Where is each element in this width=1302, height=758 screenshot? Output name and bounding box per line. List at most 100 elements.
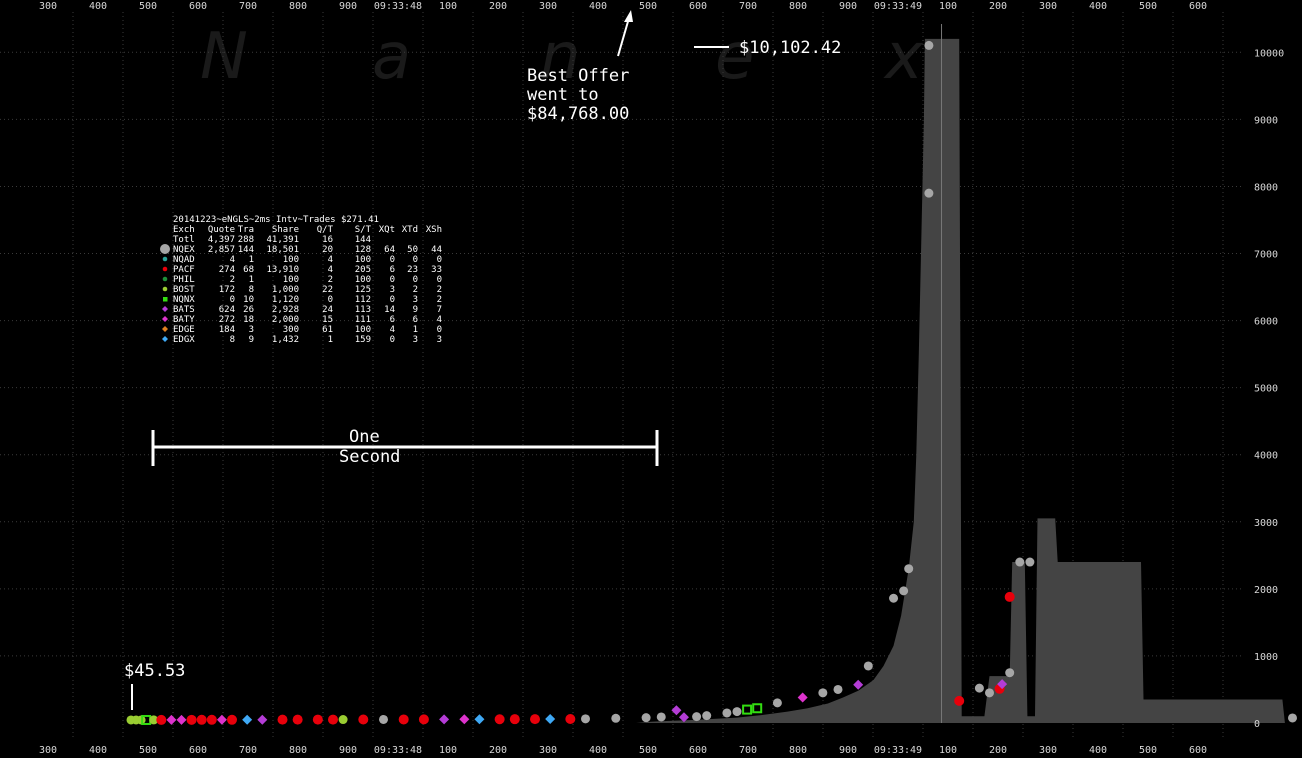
trade-marker-nqex — [1025, 557, 1035, 567]
summary-row-cell: 624 — [219, 305, 235, 315]
summary-row-cell: 1,120 — [272, 295, 299, 305]
trade-marker-bats — [439, 714, 450, 725]
summary-row-cell: 100 — [355, 255, 371, 265]
trade-marker-nqex — [732, 707, 742, 717]
y-tick-label: 0 — [1254, 719, 1260, 730]
summary-row-cell: 205 — [355, 265, 371, 275]
best-offer-label-line-3: $84,768.00 — [527, 104, 629, 124]
trade-marker-nqex — [1288, 713, 1297, 723]
watermark-letter-3: n — [540, 20, 581, 94]
summary-row-cell: 3 — [390, 285, 395, 295]
trade-marker-baty — [176, 714, 187, 725]
summary-header-cell: XTd — [402, 225, 418, 235]
trade-marker-baty — [797, 692, 808, 703]
trade-marker-pacf — [418, 714, 429, 725]
span-label-line-1: One — [349, 427, 380, 447]
best-offer-arrow-head — [624, 10, 633, 22]
trade-marker-bats — [671, 705, 682, 716]
summary-row-cell: 64 — [384, 245, 395, 255]
summary-header-cell: Share — [272, 225, 299, 235]
summary-row-cell: 13,910 — [266, 265, 299, 275]
x-tick-bottom-label: 300 — [1039, 745, 1057, 756]
summary-row-cell: 50 — [407, 245, 418, 255]
summary-row-marker — [162, 276, 168, 282]
x-tick-top-label: 900 — [839, 1, 857, 12]
trade-marker-nqex — [692, 712, 702, 722]
x-axis-bottom-ticks: 300 400 500 600 700 800 900 09:33:48 100 200 300 40… — [39, 745, 1207, 756]
summary-row-cell: 1,432 — [272, 335, 299, 345]
summary-row-cell: 100 — [355, 325, 371, 335]
x-tick-bottom-label: 700 — [739, 745, 757, 756]
trade-marker-nqex — [611, 713, 621, 723]
trade-marker-nqex — [833, 684, 843, 694]
summary-row-cell: 15 — [322, 315, 333, 325]
summary-row-cell: 144 — [355, 235, 371, 245]
y-axis-ticks: 0 1000 2000 3000 4000 5000 6000 7000 8000 9000 100… — [1254, 48, 1284, 730]
trade-marker-pacf — [1004, 591, 1015, 602]
trade-marker-nqex — [985, 688, 994, 698]
trade-marker-edgx — [242, 714, 253, 725]
best-offer-annotation: Best Offer went to $84,768.00 — [527, 10, 633, 124]
trade-marker-nqex — [641, 713, 651, 723]
trade-marker-pacf — [328, 714, 338, 725]
trade-marker-nqex — [974, 683, 984, 693]
summary-row-cell: 272 — [219, 315, 235, 325]
trade-marker-nqex — [772, 698, 782, 708]
x-tick-bottom-label: 300 — [39, 745, 57, 756]
summary-row-exchange: BOST — [173, 285, 195, 295]
trade-marker-pacf — [494, 714, 505, 725]
x-tick-bottom-label: 600 — [689, 745, 707, 756]
summary-row-cell: 0 — [390, 255, 395, 265]
trade-marker-pacf — [509, 714, 520, 725]
summary-row-cell: 68 — [243, 265, 254, 275]
summary-row-cell: 4 — [230, 255, 235, 265]
summary-row-cell: 23 — [407, 265, 418, 275]
x-tick-bottom-label: 400 — [589, 745, 607, 756]
summary-row-cell: 300 — [283, 325, 299, 335]
summary-row-marker — [162, 326, 168, 332]
summary-row-cell: 0 — [413, 255, 418, 265]
summary-row-cell: 113 — [355, 305, 371, 315]
trade-marker-nqnx — [742, 704, 753, 715]
summary-row-cell: 0 — [437, 325, 442, 335]
summary-row-cell: 33 — [431, 265, 442, 275]
summary-row-cell: 20 — [322, 245, 333, 255]
summary-row-cell: 1,000 — [272, 285, 299, 295]
x-tick-bottom-label: 700 — [239, 745, 257, 756]
trade-marker-nqex — [924, 188, 934, 198]
summary-row-cell: 3 — [413, 335, 418, 345]
summary-row-cell: 2,000 — [272, 315, 299, 325]
summary-row-marker — [162, 286, 168, 292]
summary-row-cell: 44 — [431, 245, 442, 255]
summary-row-cell: 0 — [390, 275, 395, 285]
trade-marker-pacf — [186, 714, 197, 725]
summary-row-cell: 9 — [413, 305, 418, 315]
x-tick-top-label: 200 — [489, 1, 507, 12]
summary-row-exchange: NQAD — [173, 255, 195, 265]
summary-row-cell: 41,391 — [266, 235, 299, 245]
y-tick-label: 3000 — [1254, 518, 1278, 529]
summary-row-cell: 1 — [249, 255, 254, 265]
y-tick-label: 7000 — [1254, 250, 1278, 261]
summary-row-cell: 7 — [437, 305, 442, 315]
summary-row-cell: 0 — [230, 295, 235, 305]
x-tick-bottom-label: 800 — [789, 745, 807, 756]
best-offer-label-line-2: went to — [527, 85, 599, 105]
x-tick-top-label: 400 — [1089, 1, 1107, 12]
trade-marker-nqex — [1005, 668, 1015, 678]
trade-marker-nqex — [889, 593, 899, 603]
summary-header-cell: XQt — [379, 225, 395, 235]
trade-marker-nqex — [863, 661, 873, 671]
x-tick-top-label: 09:33:49 — [874, 1, 922, 12]
summary-row-cell: 3 — [437, 335, 442, 345]
peak-price-label: $10,102.42 — [739, 38, 841, 58]
summary-row-marker — [162, 316, 168, 322]
summary-row-cell: 4 — [437, 315, 442, 325]
trade-marker-pacf — [206, 714, 217, 725]
summary-row-cell: 3 — [413, 295, 418, 305]
summary-row-cell: 26 — [243, 305, 254, 315]
x-tick-bottom-label: 600 — [1189, 745, 1207, 756]
summary-row-cell: 111 — [355, 315, 371, 325]
x-tick-top-label: 800 — [289, 1, 307, 12]
